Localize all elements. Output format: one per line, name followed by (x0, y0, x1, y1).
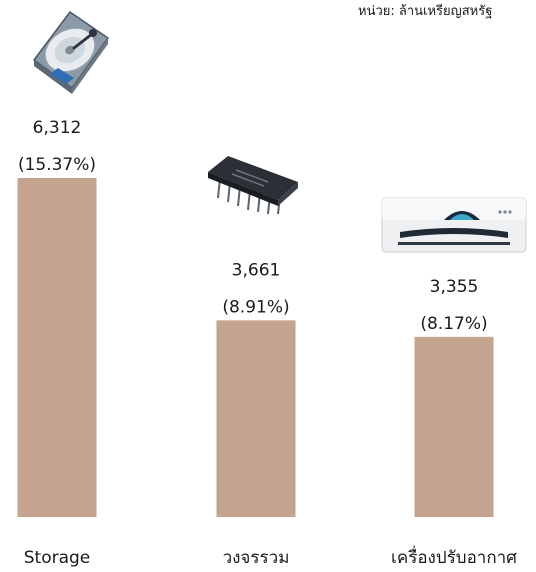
hard-disk-icon (32, 10, 110, 94)
microchip-icon (208, 156, 298, 215)
value-label-3: 3,355 (430, 277, 479, 297)
share-label-1: (15.37%) (18, 155, 96, 175)
air-conditioner-icon (381, 197, 527, 253)
share-label-3: (8.17%) (420, 314, 487, 334)
share-label-2: (8.91%) (222, 297, 289, 317)
unit-note: หน่วย: ล้านเหรียญสหรัฐ (358, 3, 492, 19)
category-label-3: เครื่องปรับอากาศ (391, 545, 517, 568)
category-label-1: Storage (24, 548, 91, 568)
bar-2 (216, 320, 296, 517)
bar-1 (17, 178, 97, 517)
bar-3 (414, 336, 494, 517)
value-label-2: 3,661 (232, 260, 281, 280)
value-label-1: 6,312 (33, 118, 82, 138)
category-label-2: วงจรรวม (223, 548, 290, 568)
